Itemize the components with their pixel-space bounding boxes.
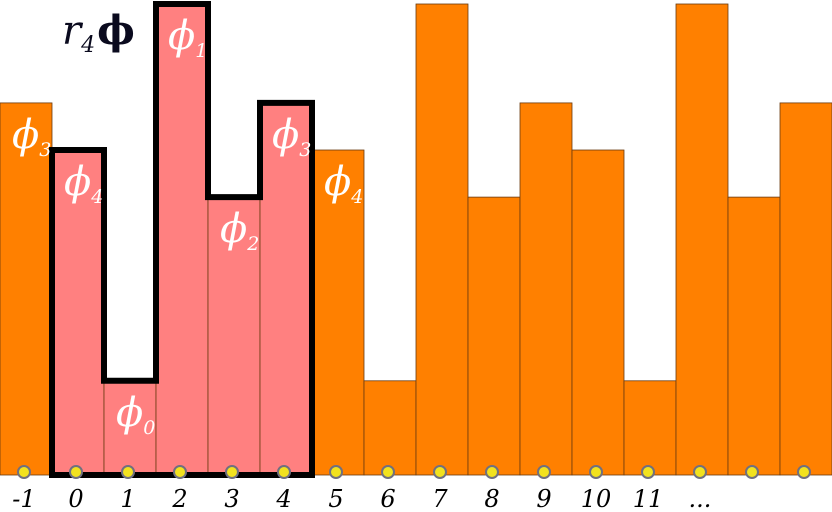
bar [51,149,105,476]
bar [415,3,469,476]
axis-dot [693,465,707,479]
axis-labels-layer: -1 0 1 2 3 4 5 6 7 8 9 10 11... [12,485,711,512]
diagram-title: r4ϕ [62,7,135,58]
axis-index-label: -1 [12,485,35,512]
axis-index-label: 5 [328,485,343,512]
bars-layer [0,3,832,476]
bar [363,380,417,476]
bar [623,380,677,476]
bar [675,3,729,476]
axis-index-label: 7 [432,485,448,512]
axis-dot [329,465,343,479]
axis-index-label: 4 [275,485,291,512]
axis-index-label: 11 [633,485,664,512]
axis-dot [641,465,655,479]
axis-index-label: 8 [484,485,499,512]
bar [467,196,521,476]
bar [727,196,781,476]
bar-phi-label: ϕ4 [64,159,103,208]
bar-phi-label: ϕ3 [12,112,51,161]
axis-dot [17,465,31,479]
bar [779,102,832,476]
axis-index-label: ... [689,485,712,512]
bar-labels-layer: ϕ3 ϕ4 ϕ0 ϕ1 ϕ2 ϕ3 ϕ4 [12,13,363,439]
axis-index-label: 2 [171,485,187,512]
axis-dot [745,465,759,479]
axis-dot [589,465,603,479]
axis-dots-layer [17,465,811,479]
title-phi: ϕ [97,7,135,54]
highlight-outline-layer [49,1,315,478]
axis-index-label: 1 [120,485,135,512]
bar-phi-label: ϕ4 [324,159,363,208]
axis-dot [381,465,395,479]
title-subscript: 4 [80,33,95,58]
axis-dot [173,465,187,479]
highlight-outline [49,1,315,478]
axis-dot [485,465,499,479]
axis-dot [797,465,811,479]
axis-dot [277,465,291,479]
bar [571,149,625,476]
bar-phi-label: ϕ2 [220,206,259,255]
axis-dot [121,465,135,479]
axis-dot [225,465,239,479]
axis-dot [433,465,447,479]
bar [155,3,209,476]
bar [207,196,261,476]
axis-index-label: 0 [68,485,83,512]
bar [0,102,53,476]
axis-dot [69,465,83,479]
axis-index-label: 6 [380,485,395,512]
bar [519,102,573,476]
axis-dot [537,465,551,479]
bar-phi-label: ϕ0 [116,390,155,439]
axis-index-label: 9 [536,485,551,512]
bar-phi-label: ϕ3 [272,112,311,161]
axis-index-label: 10 [581,485,612,512]
axis-index-label: 3 [224,485,239,512]
bar [259,102,313,476]
title-r: r [62,8,84,54]
bar-phi-label: ϕ1 [168,13,207,62]
